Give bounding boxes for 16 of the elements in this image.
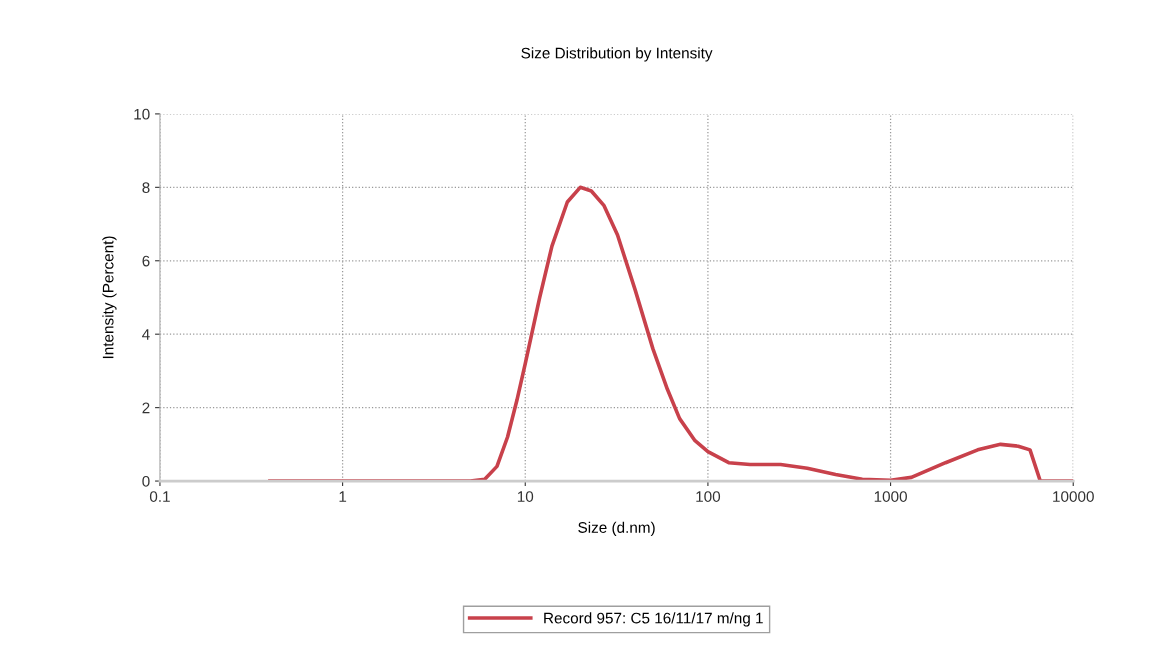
y-axis-title: Intensity (Percent) bbox=[102, 236, 117, 359]
x-axis-title: Size (d.nm) bbox=[578, 521, 655, 536]
legend-label: Record 957: C5 16/11/17 m/ng 1 bbox=[544, 612, 763, 627]
x-tick-label: 10 bbox=[517, 491, 534, 502]
x-tick-label: 0.1 bbox=[149, 491, 170, 502]
x-tick-label: 100 bbox=[696, 491, 721, 502]
y-tick-label: 10 bbox=[134, 108, 150, 120]
x-tick-label: 1 bbox=[339, 491, 347, 502]
y-tick-label: 0 bbox=[142, 475, 150, 487]
y-tick-label: 4 bbox=[142, 329, 150, 340]
chart-title: Size Distribution by Intensity bbox=[521, 47, 713, 62]
y-tick-label: 6 bbox=[142, 255, 150, 267]
x-tick-label: 10000 bbox=[1053, 491, 1094, 502]
x-tick-label: 1000 bbox=[874, 491, 907, 502]
y-tick-label: 8 bbox=[142, 182, 150, 194]
y-tick-label: 2 bbox=[142, 402, 150, 414]
